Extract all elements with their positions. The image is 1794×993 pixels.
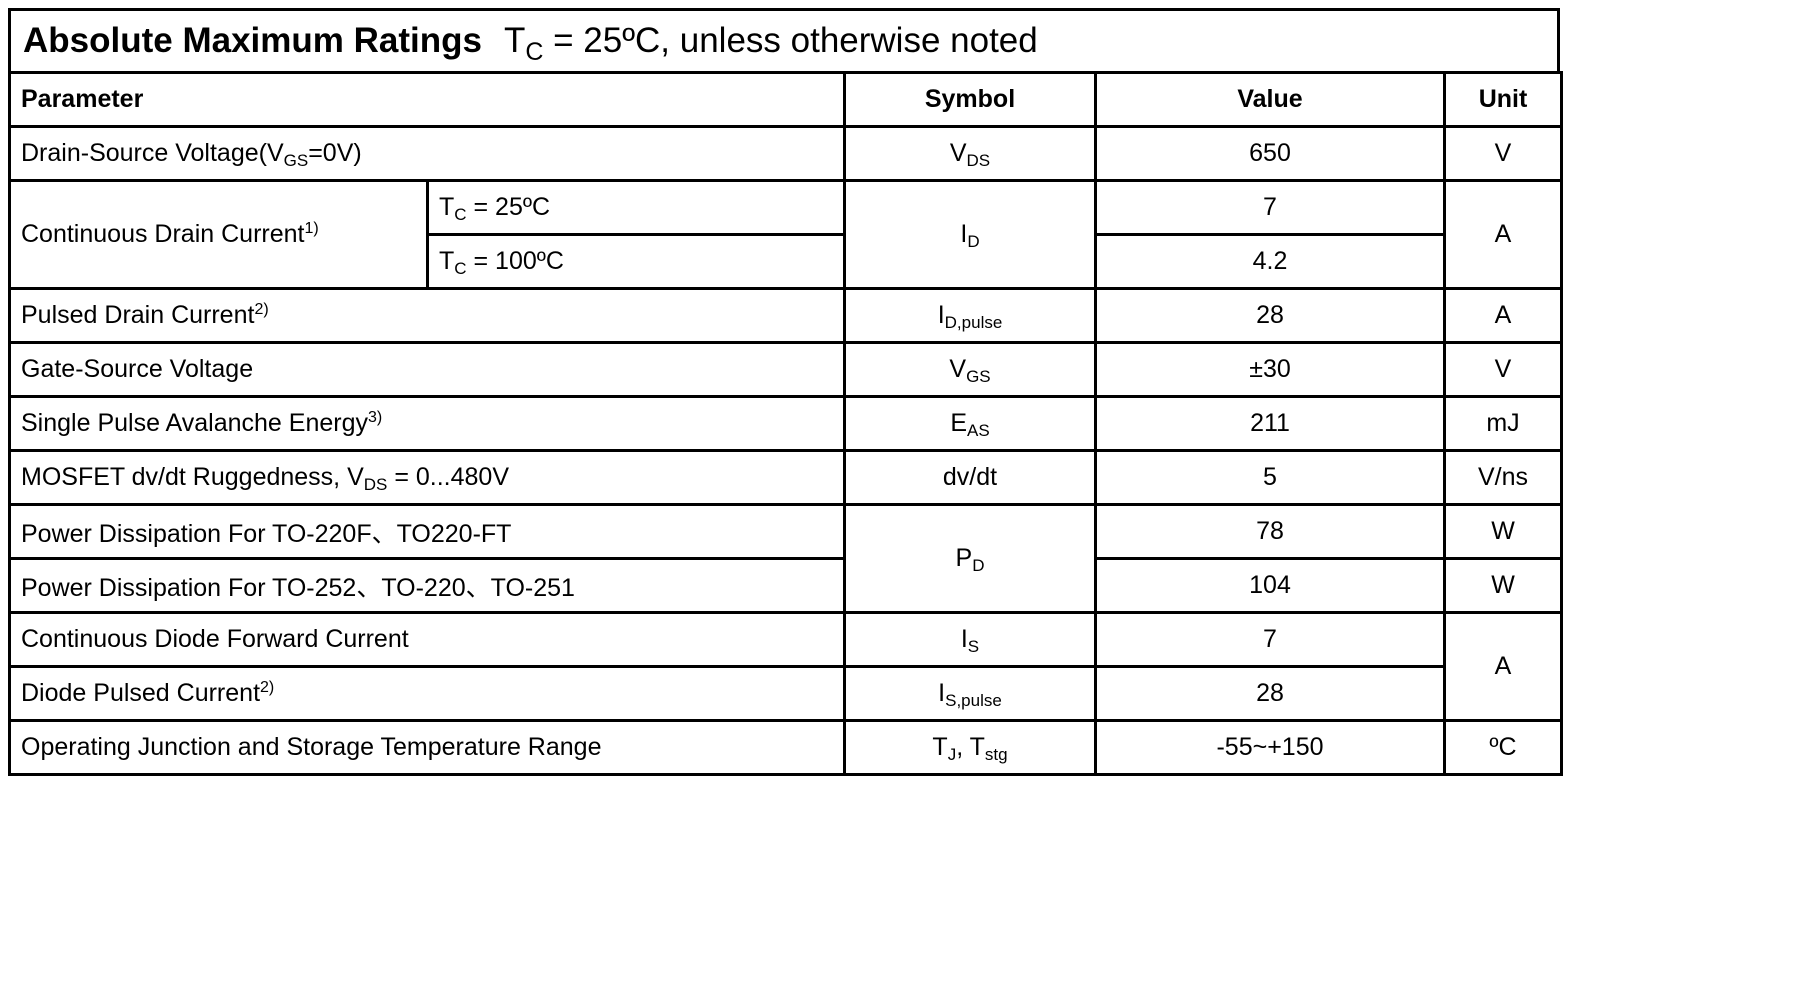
param-cell: Pulsed Drain Current2): [8, 287, 846, 344]
table-row: Power Dissipation For TO-220F、TO220-FT P…: [8, 503, 1563, 614]
table-row: Single Pulse Avalanche Energy3) EAS 211 …: [8, 395, 1563, 452]
symbol-cell: IS,pulse: [843, 665, 1097, 722]
value-cell: -55~+150: [1094, 719, 1446, 776]
symbol-cell: ID: [843, 179, 1097, 290]
unit-cell: A: [1443, 179, 1563, 290]
header-unit: Unit: [1443, 71, 1563, 128]
title-condition: TC = 25ºC, unless otherwise noted: [503, 21, 1038, 66]
table-row: Gate-Source Voltage VGS ±30 V: [8, 341, 1563, 398]
unit-cell: ºC: [1443, 719, 1563, 776]
header-parameter: Parameter: [8, 71, 846, 128]
unit-cell: V: [1443, 341, 1563, 398]
header-row: Parameter Symbol Value Unit: [8, 71, 1563, 128]
symbol-cell: ID,pulse: [843, 287, 1097, 344]
param-cell: Gate-Source Voltage: [8, 341, 846, 398]
symbol-cell: dv/dt: [843, 449, 1097, 506]
title-main: Absolute Maximum Ratings: [23, 21, 482, 60]
ratings-table: Parameter Symbol Value Unit Drain-Source…: [8, 71, 1563, 776]
unit-cell: W: [1443, 557, 1563, 614]
unit-cell: V: [1443, 125, 1563, 182]
param-cell: Power Dissipation For TO-220F、TO220-FT: [8, 503, 846, 560]
value-cell: 7: [1094, 611, 1446, 668]
unit-cell: A: [1443, 287, 1563, 344]
condition-cell: TC = 25ºC: [426, 179, 846, 236]
value-cell: 104: [1094, 557, 1446, 614]
param-cell: Operating Junction and Storage Temperatu…: [8, 719, 846, 776]
symbol-cell: PD: [843, 503, 1097, 614]
condition-cell: TC = 100ºC: [426, 233, 846, 290]
symbol-cell: IS: [843, 611, 1097, 668]
header-value: Value: [1094, 71, 1446, 128]
unit-cell: mJ: [1443, 395, 1563, 452]
value-cell: 78: [1094, 503, 1446, 560]
param-cell: Power Dissipation For TO-252、TO-220、TO-2…: [8, 557, 846, 614]
header-symbol: Symbol: [843, 71, 1097, 128]
value-cell: 650: [1094, 125, 1446, 182]
param-cell: Drain-Source Voltage(VGS=0V): [8, 125, 846, 182]
value-cell: 5: [1094, 449, 1446, 506]
table-row: Operating Junction and Storage Temperatu…: [8, 719, 1563, 776]
value-cell: 28: [1094, 665, 1446, 722]
param-cell: Diode Pulsed Current2): [8, 665, 846, 722]
param-cell: MOSFET dv/dt Ruggedness, VDS = 0...480V: [8, 449, 846, 506]
unit-cell: A: [1443, 611, 1563, 722]
value-cell: 28: [1094, 287, 1446, 344]
value-cell: 211: [1094, 395, 1446, 452]
table-row: Continuous Diode Forward Current IS 7 A: [8, 611, 1563, 722]
table-row: Diode Pulsed Current2) IS,pulse 28: [8, 665, 1562, 722]
table-row: Continuous Drain Current1) TC = 25ºC ID …: [8, 179, 1563, 290]
table-row: TC = 100ºC 4.2: [10, 233, 1562, 290]
ratings-document: Absolute Maximum Ratings TC = 25ºC, unle…: [8, 8, 1563, 776]
param-cell: Continuous Drain Current1): [8, 179, 429, 290]
table-row: Drain-Source Voltage(VGS=0V) VDS 650 V: [8, 125, 1563, 182]
symbol-cell: EAS: [843, 395, 1097, 452]
value-cell: 4.2: [1094, 233, 1446, 290]
unit-cell: W: [1443, 503, 1563, 560]
table-row: Power Dissipation For TO-252、TO-220、TO-2…: [8, 557, 1563, 614]
symbol-cell: VDS: [843, 125, 1097, 182]
param-cell: Continuous Diode Forward Current: [8, 611, 846, 668]
symbol-cell: TJ, Tstg: [843, 719, 1097, 776]
value-cell: 7: [1094, 179, 1446, 236]
unit-cell: V/ns: [1443, 449, 1563, 506]
value-cell: ±30: [1094, 341, 1446, 398]
symbol-cell: VGS: [843, 341, 1097, 398]
table-title: Absolute Maximum Ratings TC = 25ºC, unle…: [8, 8, 1560, 71]
table-row: MOSFET dv/dt Ruggedness, VDS = 0...480V …: [8, 449, 1563, 506]
param-cell: Single Pulse Avalanche Energy3): [8, 395, 846, 452]
table-row: Pulsed Drain Current2) ID,pulse 28 A: [8, 287, 1563, 344]
